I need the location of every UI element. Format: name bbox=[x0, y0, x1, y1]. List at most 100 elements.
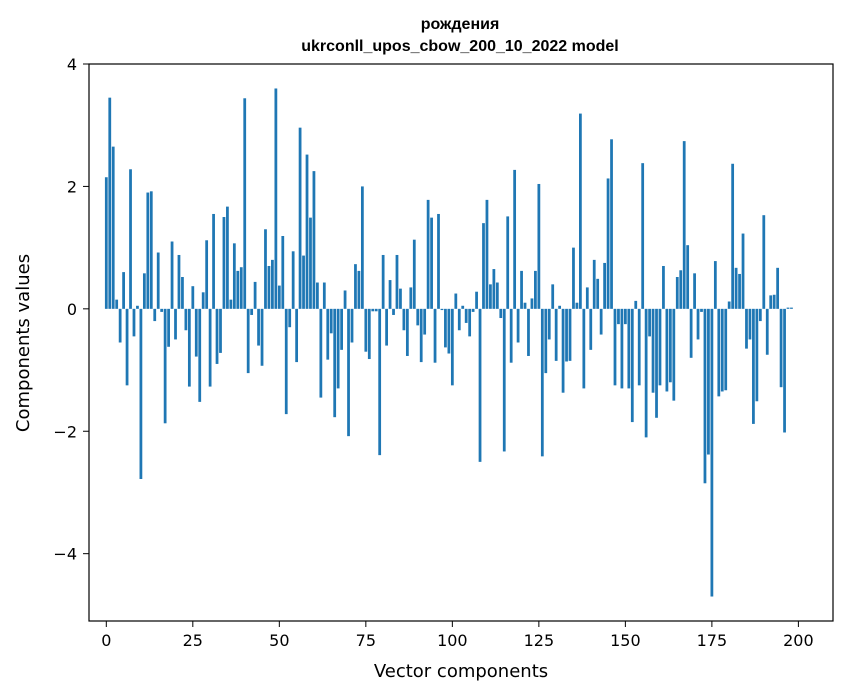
bar-component-187 bbox=[752, 308, 755, 424]
bar-component-194 bbox=[776, 267, 780, 309]
y-axis-label: Components values bbox=[13, 254, 34, 432]
bar-component-83 bbox=[392, 308, 395, 315]
bar-component-130 bbox=[554, 308, 558, 361]
bar-component-189 bbox=[758, 308, 762, 322]
bar-component-28 bbox=[201, 292, 205, 309]
bar-component-30 bbox=[208, 308, 212, 387]
bar-component-59 bbox=[309, 217, 312, 309]
bar-component-100 bbox=[450, 308, 454, 386]
bar-component-4 bbox=[118, 308, 122, 343]
bar-component-58 bbox=[305, 154, 309, 309]
bar-component-162 bbox=[665, 308, 669, 392]
bar-component-129 bbox=[551, 284, 555, 309]
bar-component-160 bbox=[658, 308, 662, 386]
y-tick-label: 2 bbox=[67, 177, 77, 196]
bar-component-72 bbox=[354, 264, 357, 309]
y-tick-label: 0 bbox=[67, 300, 77, 319]
bar-component-109 bbox=[482, 223, 485, 309]
bar-component-173 bbox=[703, 308, 707, 484]
x-axis-label: Vector components bbox=[374, 661, 548, 682]
bar-component-51 bbox=[281, 236, 285, 309]
bar-component-116 bbox=[506, 216, 510, 309]
bar-component-119 bbox=[516, 308, 520, 343]
bar-component-165 bbox=[675, 277, 679, 309]
bar-component-124 bbox=[534, 270, 537, 309]
bar-component-163 bbox=[668, 308, 672, 383]
bar-component-181 bbox=[731, 163, 735, 309]
bar-component-69 bbox=[343, 290, 347, 309]
bar-component-157 bbox=[648, 308, 651, 337]
bar-component-149 bbox=[620, 308, 624, 389]
bar-component-93 bbox=[426, 199, 430, 309]
bar-component-50 bbox=[277, 285, 281, 309]
bar-component-75 bbox=[364, 308, 368, 352]
bar-component-6 bbox=[125, 308, 129, 386]
bar-component-131 bbox=[558, 305, 562, 309]
bar-component-155 bbox=[641, 163, 645, 309]
bar-component-176 bbox=[713, 261, 717, 309]
bar-component-107 bbox=[475, 291, 478, 309]
bar-component-110 bbox=[485, 199, 489, 309]
bar-component-33 bbox=[219, 308, 222, 353]
bar-component-78 bbox=[374, 308, 378, 312]
bar-component-186 bbox=[748, 308, 752, 340]
bar-component-34 bbox=[222, 217, 226, 309]
bar-component-142 bbox=[596, 278, 600, 309]
bar-component-113 bbox=[495, 282, 499, 309]
bar-component-8 bbox=[132, 308, 136, 337]
bar-component-79 bbox=[378, 308, 382, 456]
bar-component-23 bbox=[184, 308, 188, 331]
bar-component-197 bbox=[786, 307, 790, 309]
bar-component-52 bbox=[284, 308, 288, 415]
bar-component-120 bbox=[520, 270, 523, 309]
bar-component-20 bbox=[174, 308, 177, 340]
bar-component-48 bbox=[271, 259, 274, 309]
bar-component-49 bbox=[274, 88, 278, 309]
bar-component-125 bbox=[537, 183, 541, 309]
bar-component-81 bbox=[385, 308, 388, 346]
bar-component-167 bbox=[682, 141, 686, 309]
bar-component-19 bbox=[170, 241, 174, 309]
bar-component-144 bbox=[603, 262, 606, 309]
x-tick-label: 0 bbox=[101, 631, 111, 650]
bar-component-46 bbox=[264, 229, 267, 309]
bar-component-55 bbox=[295, 308, 299, 363]
x-tick-label: 200 bbox=[783, 631, 814, 650]
bar-component-73 bbox=[357, 270, 361, 309]
ticks-layer: 0 25 50 75 100 125 150 175 200 −4 −2 0 2 4 bbox=[53, 55, 813, 650]
bar-component-41 bbox=[246, 308, 250, 374]
bar-component-29 bbox=[205, 240, 209, 309]
bar-component-159 bbox=[655, 308, 658, 418]
bar-component-71 bbox=[350, 308, 354, 343]
bar-component-138 bbox=[582, 308, 586, 389]
plot-frame bbox=[88, 63, 834, 622]
bar-component-196 bbox=[783, 308, 786, 433]
bar-component-192 bbox=[769, 295, 773, 309]
bar-component-39 bbox=[239, 267, 243, 309]
y-tick-label: 4 bbox=[67, 55, 77, 74]
bar-component-64 bbox=[326, 308, 330, 360]
bar-component-66 bbox=[333, 308, 337, 418]
bar-component-103 bbox=[461, 305, 465, 309]
bar-component-134 bbox=[568, 308, 572, 361]
bar-component-10 bbox=[139, 308, 143, 479]
bar-component-104 bbox=[464, 308, 468, 323]
bar-component-67 bbox=[336, 308, 340, 389]
bar-component-183 bbox=[738, 273, 741, 309]
bar-component-85 bbox=[399, 288, 402, 309]
bar-component-7 bbox=[129, 169, 132, 309]
bar-component-118 bbox=[513, 169, 517, 309]
y-tick-label: −4 bbox=[53, 545, 77, 564]
bar-component-53 bbox=[288, 308, 292, 328]
bar-component-146 bbox=[610, 139, 613, 309]
bar-component-156 bbox=[644, 308, 648, 438]
bar-component-36 bbox=[229, 299, 233, 309]
bar-component-152 bbox=[630, 308, 634, 423]
bar-component-37 bbox=[232, 243, 236, 309]
x-tick-label: 75 bbox=[356, 631, 376, 650]
bar-component-182 bbox=[734, 267, 738, 309]
bar-component-193 bbox=[772, 294, 776, 309]
bar-component-184 bbox=[741, 233, 745, 309]
bar-component-40 bbox=[243, 98, 247, 309]
